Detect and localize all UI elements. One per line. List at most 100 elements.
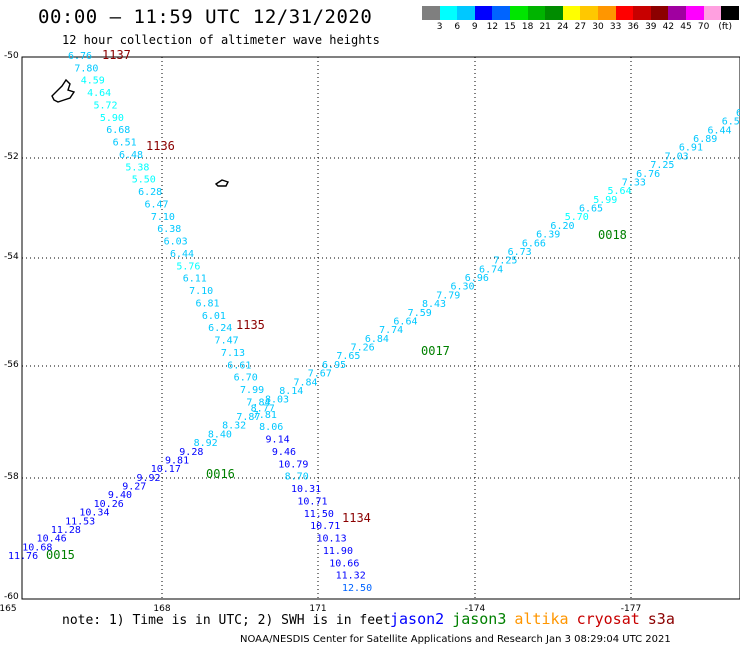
longitude-label: -177 <box>620 604 642 614</box>
color-scale-label: 30 <box>592 22 604 32</box>
color-swatch <box>650 6 669 20</box>
color-swatch <box>615 6 634 20</box>
wave-height-value: 10.46 <box>37 534 67 545</box>
wave-height-value: 10.26 <box>94 499 124 510</box>
color-swatch <box>580 6 598 20</box>
wave-height-value: 6.03 <box>164 237 188 248</box>
latitude-label: -60 <box>4 592 19 602</box>
track-time-label: 1134 <box>342 511 371 525</box>
wave-height-value: 5.64 <box>608 186 632 197</box>
color-scale-label: 15 <box>504 22 516 32</box>
wave-height-value: 8.32 <box>222 421 246 432</box>
color-scale-label: 3 <box>436 22 443 32</box>
wave-height-value: 7.81 <box>253 410 277 421</box>
wave-height-value: 11.32 <box>336 571 366 582</box>
wave-height-value: 6.95 <box>322 360 346 371</box>
wave-height-value: 8.92 <box>194 438 218 449</box>
color-scale-label: 27 <box>574 22 587 32</box>
footer-note: note: 1) Time is in UTC; 2) SWH is in fe… <box>62 613 391 628</box>
color-swatch <box>545 6 563 20</box>
wave-height-value: 7.84 <box>246 397 270 408</box>
legend-satellite: jason2 <box>390 610 445 628</box>
island-campbell <box>214 179 229 187</box>
wave-height-value: 10.66 <box>329 558 359 569</box>
wave-height-value: 7.80 <box>74 63 98 74</box>
wave-height-value: 10.71 <box>297 496 327 507</box>
wave-height-value: 5.76 <box>176 261 200 272</box>
wave-height-value: 8.14 <box>279 386 303 397</box>
wave-height-value: 8.06 <box>259 422 283 433</box>
page-title: 00:00 – 11:59 UTC 12/31/2020 <box>38 6 373 28</box>
wave-height-value: 9.14 <box>266 435 290 446</box>
color-scale-label: 24 <box>557 22 569 32</box>
wave-height-value: 6.84 <box>365 334 389 345</box>
wave-height-value: 10.68 <box>22 542 52 553</box>
wave-height-value: 6.5 <box>736 108 740 119</box>
wave-height-value: 6.96 <box>465 273 489 284</box>
wave-height-value: 6.68 <box>106 125 130 136</box>
island-auckland <box>51 78 76 103</box>
wave-height-value: 6.38 <box>157 224 181 235</box>
wave-height-value: 6.24 <box>208 323 232 334</box>
color-scale-label: 18 <box>521 22 534 32</box>
track-time-label: 0015 <box>46 548 75 562</box>
wave-height-value: 7.26 <box>351 343 375 354</box>
color-swatch <box>422 6 440 20</box>
wave-height-value: 6.44 <box>707 125 731 136</box>
wave-height-value: 6.89 <box>693 134 717 145</box>
wave-height-value: 7.99 <box>240 385 264 396</box>
wave-height-value: 7.25 <box>493 256 517 267</box>
wave-height-value: 7.84 <box>293 377 317 388</box>
wave-height-value: 6.64 <box>393 316 417 327</box>
wave-height-value: 12.50 <box>342 583 372 594</box>
wave-height-value: 7.65 <box>336 351 360 362</box>
wave-height-value: 7.59 <box>408 308 432 319</box>
wave-height-value: 5.70 <box>565 212 589 223</box>
color-scale-label: 45 <box>680 22 692 32</box>
color-swatch <box>633 6 651 20</box>
track-time-label: 1136 <box>146 139 175 153</box>
wave-height-value: 4.59 <box>81 76 105 87</box>
wave-height-value: 7.74 <box>379 325 403 336</box>
color-scale-label: 42 <box>662 22 675 32</box>
wave-height-value: 6.81 <box>195 298 219 309</box>
wave-height-value: 9.28 <box>179 447 203 458</box>
wave-height-value: 6.61 <box>227 360 251 371</box>
wave-height-value: 9.27 <box>122 482 146 493</box>
wave-height-value: 6.20 <box>550 221 574 232</box>
wave-height-value: 7.03 <box>665 151 689 162</box>
wave-height-value: 6.66 <box>522 238 546 249</box>
wave-height-value: 6.44 <box>170 249 194 260</box>
wave-height-value: 10.71 <box>310 521 340 532</box>
wave-height-value: 9.46 <box>272 447 296 458</box>
wave-height-value: 5.50 <box>132 175 156 186</box>
latitude-label: -54 <box>4 252 19 262</box>
track-time-label: 1137 <box>102 48 131 62</box>
color-swatch <box>703 6 722 20</box>
page-subtitle: 12 hour collection of altimeter wave hei… <box>62 33 380 47</box>
wave-height-value: 7.10 <box>151 212 175 223</box>
wave-height-value: 6.76 <box>636 169 660 180</box>
wave-height-value: 4.64 <box>87 88 111 99</box>
wave-height-value: 6.48 <box>119 150 143 161</box>
longitude-label: 165 <box>0 604 17 614</box>
wave-height-value: 6.52 <box>722 117 740 128</box>
legend-satellite: altika <box>514 610 569 628</box>
wave-height-value: 6.28 <box>138 187 162 198</box>
wave-height-value: 7.67 <box>308 369 332 380</box>
longitude-label: 171 <box>309 604 327 614</box>
legend-satellite: s3a <box>647 610 675 628</box>
track-b-labels: 6.56.526.446.896.917.037.256.767.335.645… <box>8 108 740 562</box>
wave-height-value: 11.76 <box>8 551 38 562</box>
wave-height-value: 7.47 <box>215 336 239 347</box>
wave-height-value: 5.38 <box>125 162 149 173</box>
wave-height-value: 10.34 <box>79 508 109 519</box>
color-scale-label: 33 <box>609 22 622 32</box>
wave-height-value: 5.90 <box>100 113 124 124</box>
wave-height-value: 6.74 <box>479 264 503 275</box>
wave-height-value: 6.91 <box>679 143 703 154</box>
wave-height-value: 10.79 <box>278 459 308 470</box>
wave-height-value: 6.65 <box>579 204 603 215</box>
wave-height-value: 6.76 <box>68 51 92 62</box>
